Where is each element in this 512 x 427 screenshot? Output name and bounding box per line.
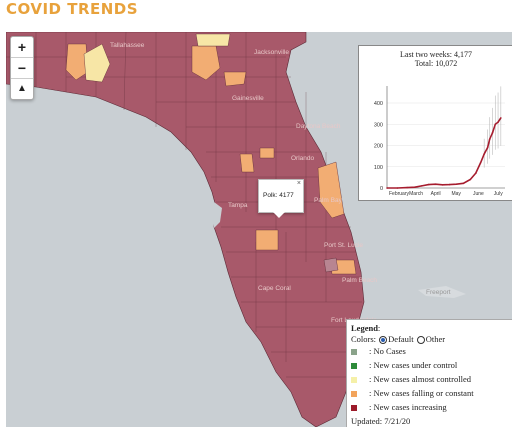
data-point-11 [469, 178, 472, 181]
data-point-13 [479, 161, 482, 164]
x-tick-label-1: March [409, 191, 423, 197]
county-almost-2 [195, 33, 231, 47]
data-point-20 [500, 117, 502, 119]
chart-title: Last two weeks: 4,177 [400, 50, 472, 59]
y-tick-label-4: 400 [374, 101, 383, 107]
data-point-8 [448, 183, 451, 186]
county-popup: × Polk: 4177 [258, 179, 304, 218]
data-point-1 [396, 187, 399, 189]
zoom-control: + − ▲ [10, 36, 34, 100]
city-label-4: Orlando [291, 155, 315, 162]
trend-chart-panel: Last two weeks: 4,177 Total: 10,072 0 100 20… [358, 45, 512, 201]
legend-swatch-2 [351, 377, 357, 384]
county-falling-3 [223, 71, 247, 87]
x-tick-label-3: May [451, 191, 461, 197]
county-falling-7 [255, 229, 279, 251]
y-tick-label-2: 200 [374, 144, 383, 150]
city-label-2: Gainesville [232, 95, 264, 102]
city-label-0: Tallahassee [110, 42, 145, 49]
county-falling-5 [259, 147, 275, 159]
city-label-6: Palm Bay [314, 197, 343, 204]
data-point-9 [455, 183, 458, 185]
y-tick-label-1: 100 [374, 165, 383, 171]
bahamas-island [418, 286, 466, 298]
data-point-0 [386, 187, 388, 189]
data-point-17 [491, 131, 494, 134]
city-label-7: Port St. Lucie [324, 242, 363, 249]
popup-tip [273, 212, 285, 218]
florida-map[interactable]: Tallahassee Jacksonville Gainesville Day… [6, 32, 512, 427]
zoom-out-button[interactable]: − [11, 58, 33, 79]
legend-item-0: : No Cases [369, 346, 406, 356]
chart-subtitle: Total: 10,072 [415, 59, 458, 68]
data-point-5 [427, 183, 430, 186]
legend-swatch-0 [351, 349, 357, 356]
city-label-11: Freeport [426, 289, 451, 296]
tampa-bay [214, 202, 222, 228]
x-tick-label-4: June [473, 191, 484, 197]
county-falling-6 [317, 161, 345, 219]
data-point-3 [413, 186, 416, 188]
map-view[interactable]: Tallahassee Jacksonville Gainesville Day… [6, 32, 512, 427]
legend-title: Legend [351, 323, 378, 333]
city-label-9: Palm Beach [342, 277, 377, 284]
data-point-14 [483, 153, 485, 155]
radio-default-label[interactable]: Default [388, 334, 414, 344]
radio-default[interactable] [379, 336, 388, 345]
city-label-8: Cape Coral [258, 285, 291, 292]
legend-swatch-4 [351, 405, 357, 412]
city-label-1: Jacksonville [254, 49, 289, 56]
x-tick-label-0: February [389, 191, 410, 197]
city-label-3: Daytona Beach [296, 123, 341, 130]
popup-close-icon[interactable]: × [296, 180, 301, 187]
y-tick-label-3: 300 [374, 122, 383, 128]
y-tick-label-0: 0 [380, 186, 383, 192]
reset-north-button[interactable]: ▲ [17, 83, 27, 94]
county-almost-1 [83, 43, 111, 83]
lake-okeechobee [323, 257, 339, 273]
series-line [387, 117, 502, 189]
data-point-7 [441, 184, 444, 186]
legend-swatch-3 [351, 391, 357, 398]
x-tick-label-2: April [431, 191, 441, 197]
legend-updated: Updated: 7/21/20 [351, 416, 411, 426]
legend-swatch-1 [351, 363, 357, 370]
radio-other-label[interactable]: Other [425, 334, 446, 344]
city-label-5: Tampa [228, 202, 248, 209]
data-point-18 [494, 123, 497, 126]
legend-panel: Legend: Colors: Default Other : No Cases… [346, 319, 512, 427]
zoom-in-button[interactable]: + [11, 37, 33, 58]
legend-item-2: : New cases almost controlled [369, 374, 471, 384]
county-falling-4 [239, 153, 255, 173]
florida-landmass [6, 32, 365, 427]
legend-item-1: : New cases under control [369, 360, 458, 370]
radio-other[interactable] [416, 336, 425, 345]
popup-text: Polk: 4177 [263, 192, 294, 199]
page-title: COVID TRENDS [6, 0, 139, 18]
data-point-4 [420, 185, 423, 187]
data-point-10 [462, 182, 465, 185]
data-point-16 [488, 138, 491, 140]
data-point-19 [497, 121, 499, 123]
data-point-6 [434, 183, 437, 185]
x-tick-label-5: July [494, 191, 503, 197]
legend-item-4: : New cases increasing [369, 402, 447, 412]
county-falling-1 [65, 43, 89, 81]
legend-colors-label: Colors: [351, 334, 377, 344]
legend-item-3: : New cases falling or constant [369, 388, 474, 398]
data-point-2 [406, 186, 408, 189]
data-point-15 [486, 146, 489, 149]
data-point-12 [475, 172, 477, 174]
